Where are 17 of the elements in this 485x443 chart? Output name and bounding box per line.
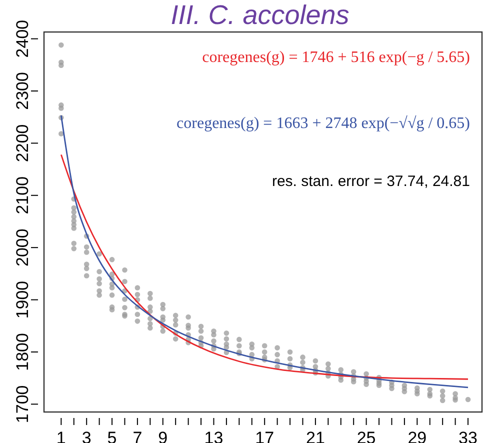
x-tick-label: 21 xyxy=(306,428,325,443)
x-tick-label: 17 xyxy=(255,428,274,443)
x-tick-label: 1 xyxy=(56,428,66,443)
y-tick-label: 2000 xyxy=(12,228,32,266)
y-tick-label: 2200 xyxy=(12,124,32,162)
y-tick-label: 2100 xyxy=(12,176,32,214)
y-tick-label: 1900 xyxy=(12,280,32,319)
x-tick-label: 7 xyxy=(132,428,142,443)
y-tick-label: 1800 xyxy=(12,333,32,371)
y-tick-label: 1700 xyxy=(12,385,32,424)
annotation: coregenes(g) = 1746 + 516 exp(−g / 5.65) xyxy=(202,49,470,66)
chart-title: III. C. accolens xyxy=(170,0,350,30)
line-series xyxy=(60,114,469,388)
annotation: res. stan. error = 37.74, 24.81 xyxy=(272,173,470,190)
annotation: coregenes(g) = 1663 + 2748 exp(−√√g / 0.65) xyxy=(176,115,470,132)
y-tick-label: 2300 xyxy=(12,72,32,110)
y-tick-label: 2400 xyxy=(12,20,32,58)
